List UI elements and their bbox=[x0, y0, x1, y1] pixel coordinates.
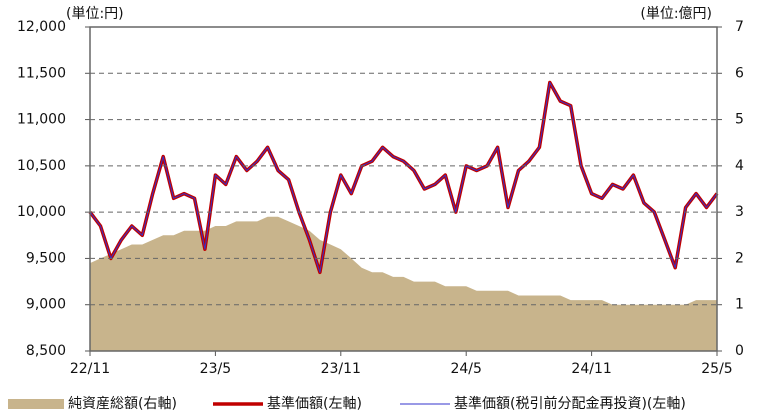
right-unit: (単位:億円) bbox=[640, 6, 712, 22]
x-tick-label: 23/11 bbox=[321, 361, 361, 377]
x-tick-label: 23/5 bbox=[200, 361, 231, 377]
legend-label: 基準価額(左軸) bbox=[267, 395, 362, 412]
y2-tick-label: 5 bbox=[735, 112, 744, 128]
y-tick-label: 11,500 bbox=[17, 65, 66, 81]
y2-tick-label: 3 bbox=[735, 204, 744, 220]
y-tick-label: 10,500 bbox=[17, 158, 66, 174]
legend-label: 基準価額(税引前分配金再投資)(左軸) bbox=[454, 395, 686, 412]
x-tick-label: 25/5 bbox=[701, 361, 732, 377]
y-tick-label: 9,500 bbox=[26, 250, 66, 266]
y2-tick-label: 4 bbox=[735, 158, 744, 174]
y-tick-label: 10,000 bbox=[17, 204, 66, 220]
left-unit: (単位:円) bbox=[66, 6, 124, 22]
y2-tick-label: 6 bbox=[735, 65, 744, 81]
x-tick-label: 24/5 bbox=[450, 361, 481, 377]
y-tick-label: 12,000 bbox=[17, 19, 66, 35]
y2-tick-label: 0 bbox=[735, 343, 744, 359]
y2-tick-label: 7 bbox=[735, 19, 744, 35]
area bbox=[90, 216, 717, 351]
plot-frame bbox=[89, 26, 718, 352]
legend-swatch bbox=[8, 399, 64, 409]
y2-tick-label: 2 bbox=[735, 250, 744, 266]
x-tick-label: 24/11 bbox=[571, 361, 611, 377]
line bbox=[89, 82, 718, 273]
y2-tick-label: 1 bbox=[735, 297, 744, 313]
y-tick-label: 8,500 bbox=[26, 343, 66, 359]
y-tick-label: 9,000 bbox=[26, 297, 66, 313]
y-tick-label: 11,000 bbox=[17, 112, 66, 128]
legend-label: 純資産総額(右軸) bbox=[68, 396, 177, 412]
x-tick-label: 22/11 bbox=[70, 361, 110, 377]
